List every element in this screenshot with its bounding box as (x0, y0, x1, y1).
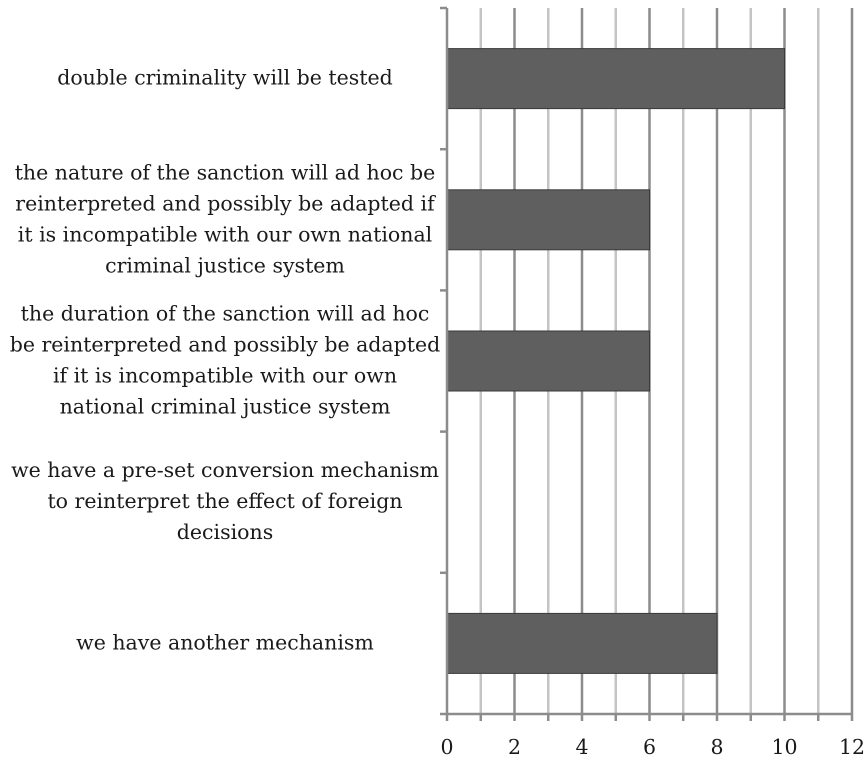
category-label-1-line-0: the nature of the sanction will ad hoc b… (15, 160, 436, 184)
x-tick-label-8: 8 (710, 735, 723, 759)
x-tick-label-0: 0 (440, 735, 453, 759)
category-label-3-line-0: we have a pre-set conversion mechanism (11, 458, 439, 482)
category-label-2-line-2: if it is incompatible with our own (53, 363, 397, 387)
x-tick-label-10: 10 (771, 735, 797, 759)
category-label-2-line-1: be reinterpreted and possibly be adapted (10, 332, 441, 356)
category-labels: double criminality will be tested the nat… (10, 65, 441, 654)
bar-2 (446, 330, 650, 392)
category-label-2-line-3: national criminal justice system (60, 394, 391, 418)
category-label-2-line-0: the duration of the sanction will ad hoc (21, 301, 430, 325)
bar-4 (446, 612, 718, 674)
category-label-1: the nature of the sanction will ad hoc b… (15, 160, 436, 277)
category-label-3-line-2: decisions (177, 520, 273, 544)
category-label-0: double criminality will be tested (57, 65, 393, 89)
category-label-1-line-3: criminal justice system (105, 253, 345, 277)
category-label-2: the duration of the sanction will ad hoc… (10, 301, 441, 418)
x-tick-label-2: 2 (508, 735, 521, 759)
category-label-0-line-0: double criminality will be tested (57, 65, 393, 89)
bar-0 (446, 48, 785, 110)
category-label-4-line-0: we have another mechanism (76, 630, 374, 654)
x-tick-label-12: 12 (839, 735, 865, 759)
category-label-4: we have another mechanism (76, 630, 374, 654)
x-tick-label-4: 4 (575, 735, 588, 759)
axes (440, 6, 854, 721)
category-label-3-line-1: to reinterpret the effect of foreign (47, 489, 402, 513)
x-tick-labels: 0 2 4 6 8 10 12 (440, 735, 865, 759)
bars (446, 48, 785, 674)
bar-1 (446, 189, 650, 251)
category-label-3: we have a pre-set conversion mechanism to… (11, 458, 439, 544)
category-label-1-line-1: reinterpreted and possibly be adapted if (15, 191, 436, 215)
x-tick-label-6: 6 (643, 735, 656, 759)
category-label-1-line-2: it is incompatible with our own national (18, 222, 432, 246)
